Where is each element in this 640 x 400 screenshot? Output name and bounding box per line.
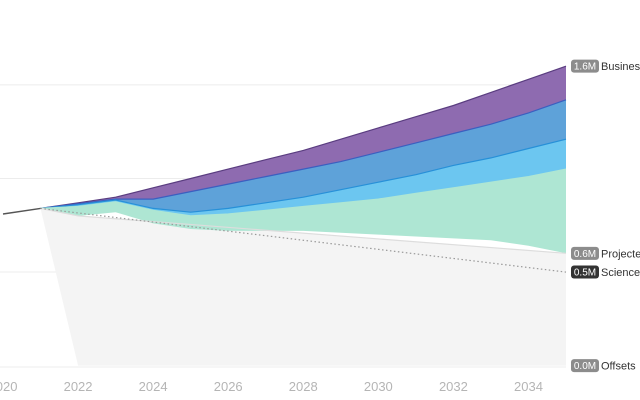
line-history — [2, 207, 41, 215]
x-tick-2032: 2032 — [439, 379, 468, 394]
x-tick-2026: 2026 — [214, 379, 243, 394]
end-label-science: Science — [601, 267, 640, 279]
area-band-2 — [40, 139, 566, 216]
badge-offsets — [571, 359, 599, 373]
line-band-1 — [40, 99, 567, 209]
x-tick-2028: 2028 — [289, 379, 318, 394]
end-label-business: Business — [601, 61, 640, 73]
line-business — [40, 65, 567, 209]
line-science — [40, 207, 567, 273]
line-band-2 — [40, 138, 567, 213]
badge-business — [571, 59, 599, 73]
area-offsets — [40, 208, 566, 366]
badge-science — [571, 265, 599, 279]
badge-text-projected: 0.6M — [574, 249, 596, 260]
end-label-offsets: Offsets — [601, 361, 636, 373]
x-tick-2022: 2022 — [64, 379, 93, 394]
line-offsets — [40, 207, 567, 254]
badge-text-science: 0.5M — [574, 268, 596, 279]
badge-text-offsets: 0.0M — [574, 361, 596, 372]
series-lines — [2, 65, 567, 273]
x-tick-2024: 2024 — [139, 379, 168, 394]
x-tick-2034: 2034 — [514, 379, 543, 394]
end-label-projected: Projecte — [601, 248, 640, 260]
badge-projected — [571, 246, 599, 260]
line-projected — [40, 168, 567, 217]
series-areas — [40, 66, 566, 366]
badge-text-business: 1.6M — [574, 62, 596, 73]
area-band-3 — [40, 99, 566, 213]
end-labels: 1.6M Business 0.6M Projecte 0.5M Science 0.0M O… — [571, 59, 640, 373]
x-tick-2030: 2030 — [364, 379, 393, 394]
area-projected — [40, 169, 566, 254]
